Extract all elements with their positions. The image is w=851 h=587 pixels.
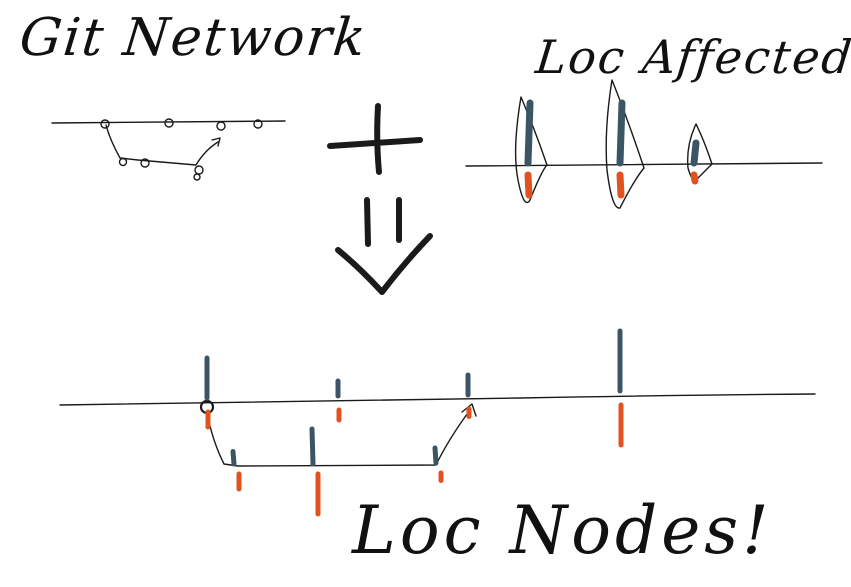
- loc-affected-removed-mark: [690, 171, 699, 185]
- git-commit-node: [118, 157, 128, 167]
- loc-affected-removed-mark: [524, 171, 533, 199]
- loc-nodes-title: Loc Nodes!: [352, 492, 773, 569]
- git-commit-node: [193, 173, 201, 181]
- loc-node-added-mark: [230, 449, 237, 467]
- loc-affected-title: Loc Affected: [533, 30, 851, 84]
- git-commit-node: [216, 121, 226, 131]
- down-arrow: [335, 197, 433, 295]
- loc-nodes-merge-arrow: [461, 403, 477, 417]
- loc-nodes-diagram: [59, 393, 816, 467]
- loc-affected-chart: [465, 79, 823, 209]
- plus-sign: [327, 103, 423, 175]
- git-network-diagram: [51, 118, 286, 181]
- git-feature-branch-line: [105, 124, 219, 166]
- loc-envelope: [686, 123, 713, 181]
- git-commit-node: [100, 119, 110, 129]
- git-main-branch-line: [51, 120, 286, 124]
- git-merge-arrow: [211, 137, 221, 147]
- loc-affected-added-mark: [524, 99, 534, 167]
- loc-affected-axis: [465, 162, 823, 167]
- git-commit-node: [194, 165, 204, 175]
- loc-affected-removed-mark: [616, 171, 625, 199]
- loc-node-added-mark: [309, 426, 316, 467]
- loc-nodes-branch-line: [206, 409, 471, 467]
- loc-affected-added-mark: [616, 99, 626, 167]
- loc-envelope: [514, 96, 548, 204]
- loc-nodes-bars: [204, 328, 624, 517]
- loc-nodes-main-line: [59, 393, 816, 406]
- git-network-title: Git Network: [16, 8, 371, 68]
- git-commit-node: [253, 119, 263, 129]
- loc-node-added-mark: [432, 445, 439, 466]
- git-commit-node: [164, 118, 174, 128]
- loc-affected-added-mark: [690, 139, 700, 167]
- git-commit-nodes: [100, 118, 263, 181]
- git-commit-node: [140, 158, 150, 168]
- loc-affected-bars: [524, 99, 700, 199]
- loc-envelope: [605, 79, 645, 209]
